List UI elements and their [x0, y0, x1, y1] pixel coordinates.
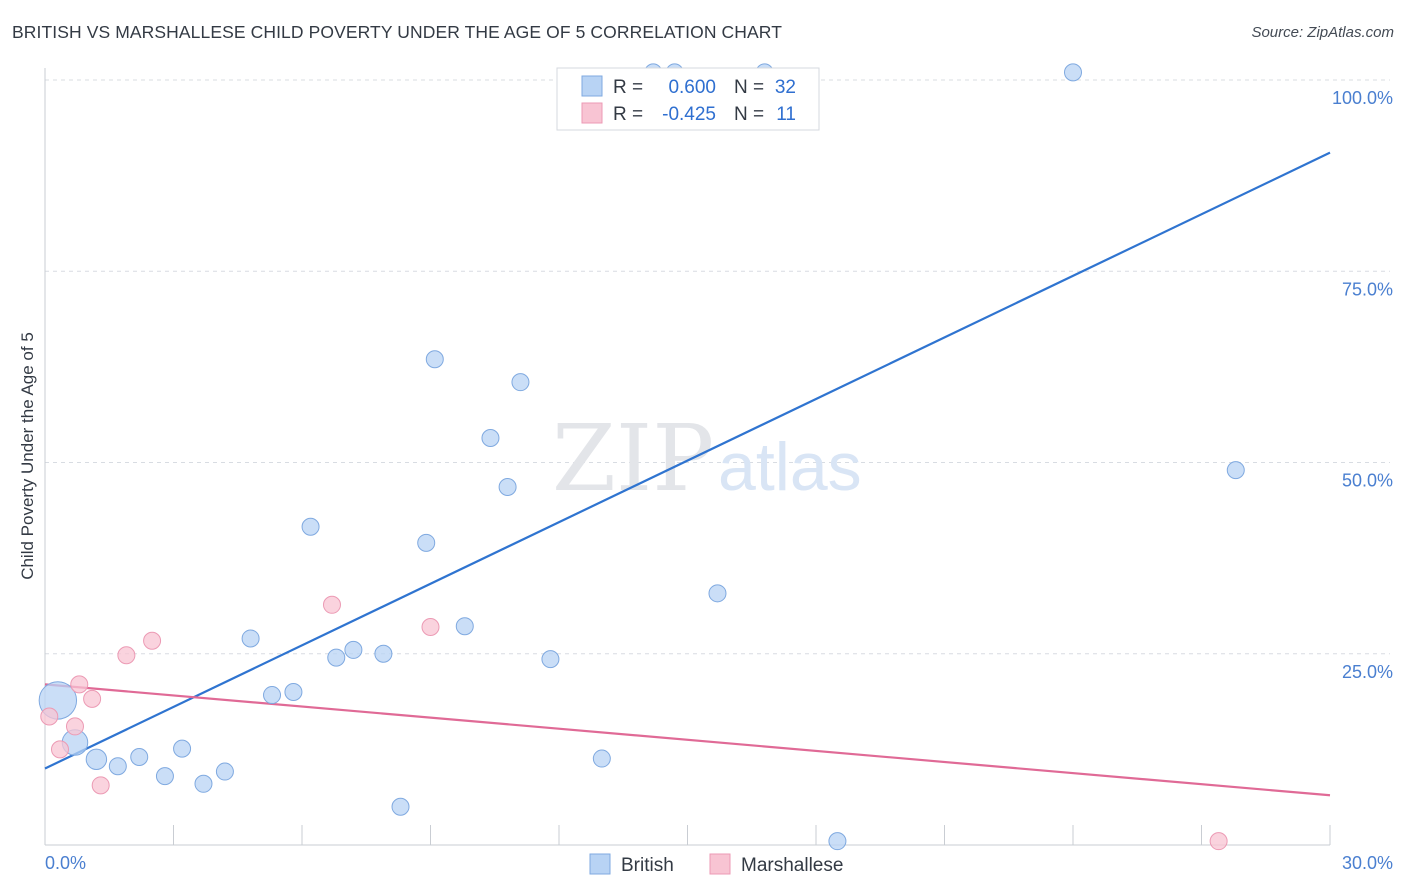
point-british	[828, 832, 847, 851]
point-british	[708, 584, 727, 603]
y-tick-label: 50.0%	[1342, 471, 1393, 491]
y-axis-tick-labels: 25.0% 50.0% 75.0% 100.0%	[1332, 88, 1393, 682]
legend-box: R = 0.600 N = 32 R = -0.425 N = 11	[556, 67, 820, 131]
legend-r-label-marshallese: R =	[613, 104, 643, 125]
point-british	[511, 373, 530, 392]
point-british	[155, 767, 174, 786]
point-british	[374, 644, 393, 663]
watermark-atlas: atlas	[718, 429, 862, 505]
point-british	[130, 748, 149, 767]
y-axis-label: Child Poverty Under the Age of 5	[18, 332, 37, 580]
y-tick-label: 25.0%	[1342, 662, 1393, 682]
point-british	[344, 640, 363, 659]
trend-lines	[44, 151, 1331, 797]
point-british	[108, 757, 127, 776]
legend-n-value-british: 32	[775, 77, 796, 98]
point-british	[455, 617, 474, 636]
legend-r-value-british: 0.600	[668, 77, 716, 98]
chart-title: BRITISH VS MARSHALLESE CHILD POVERTY UND…	[12, 22, 783, 42]
y-tick-label: 100.0%	[1332, 88, 1393, 108]
point-marshallese	[83, 689, 102, 708]
point-british	[391, 797, 410, 816]
point-marshallese	[91, 776, 110, 795]
legend-n-label-marshallese: N =	[734, 104, 764, 125]
point-marshallese	[70, 675, 89, 694]
point-marshallese	[143, 631, 162, 650]
bottom-legend: British Marshallese	[589, 853, 843, 876]
point-british	[498, 477, 517, 496]
point-marshallese	[117, 646, 136, 665]
point-marshallese	[65, 717, 84, 736]
point-british	[173, 739, 192, 758]
x-tick-label: 0.0%	[45, 853, 86, 873]
point-british	[417, 533, 436, 552]
point-marshallese	[50, 740, 69, 759]
bottom-legend-label-marshallese: Marshallese	[741, 855, 843, 876]
point-marshallese	[322, 595, 341, 614]
point-marshallese	[1209, 832, 1228, 851]
point-british	[1226, 461, 1245, 480]
grid-lines	[45, 79, 1390, 655]
legend-r-value-marshallese: -0.425	[662, 104, 716, 125]
point-british	[301, 517, 320, 536]
point-british	[1064, 63, 1082, 82]
trend-line-british	[44, 151, 1331, 770]
point-british	[284, 683, 303, 701]
legend-r-label-british: R =	[613, 77, 643, 98]
point-british	[541, 650, 560, 669]
watermark-zip: ZIP	[552, 405, 714, 512]
point-british	[425, 350, 444, 369]
point-british	[85, 748, 108, 771]
bottom-legend-swatch-british	[589, 853, 611, 875]
x-axis-ticks	[173, 825, 1331, 845]
bottom-legend-label-british: British	[621, 855, 674, 876]
source-label: Source: ZipAtlas.com	[1251, 24, 1394, 41]
legend-n-value-marshallese: 11	[776, 104, 796, 125]
point-british	[215, 762, 234, 781]
point-marshallese	[421, 617, 440, 636]
legend-swatch-british	[581, 75, 603, 97]
x-tick-label: 30.0%	[1342, 853, 1393, 873]
point-british	[263, 686, 282, 705]
point-marshallese	[40, 707, 59, 726]
point-british	[194, 774, 213, 793]
x-axis-tick-labels: 0.0% 30.0%	[45, 853, 1393, 873]
bottom-legend-swatch-marshallese	[709, 853, 731, 875]
y-tick-label: 75.0%	[1342, 279, 1393, 299]
point-british	[241, 629, 260, 648]
legend-n-label-british: N =	[734, 77, 764, 98]
point-british	[592, 749, 611, 768]
trend-line-marshallese	[44, 683, 1331, 797]
point-british	[327, 648, 346, 667]
watermark: ZIP atlas	[552, 405, 862, 512]
point-british	[481, 429, 500, 448]
legend-swatch-marshallese	[581, 102, 603, 124]
